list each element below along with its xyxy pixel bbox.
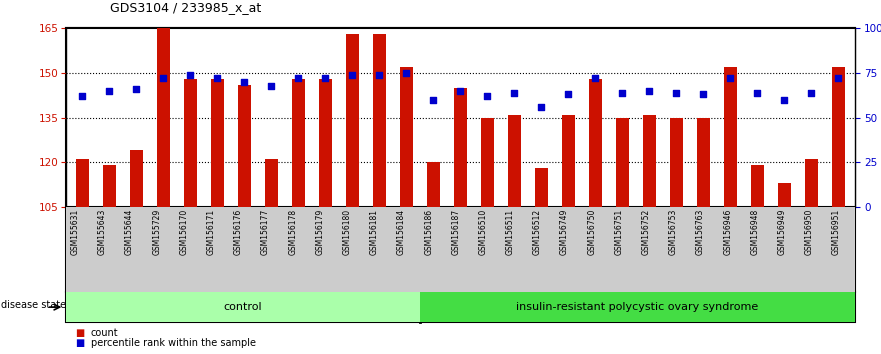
Text: GSM155729: GSM155729: [152, 209, 161, 255]
Bar: [157, 28, 170, 207]
Point: [751, 90, 765, 96]
Text: percentile rank within the sample: percentile rank within the sample: [91, 338, 255, 348]
Bar: [642, 115, 656, 207]
Text: GSM156179: GSM156179: [315, 209, 324, 255]
Point: [237, 79, 251, 85]
Text: GSM156178: GSM156178: [288, 209, 297, 255]
Point: [832, 75, 846, 81]
Bar: [319, 79, 332, 207]
Bar: [66, 28, 855, 322]
Bar: [76, 159, 89, 207]
Text: GSM156510: GSM156510: [478, 209, 487, 255]
Text: GSM156763: GSM156763: [696, 209, 705, 255]
Bar: [751, 165, 764, 207]
Point: [345, 72, 359, 78]
Text: count: count: [91, 328, 118, 338]
Text: control: control: [224, 302, 263, 312]
Text: GSM156948: GSM156948: [751, 209, 759, 255]
Text: ■: ■: [75, 338, 84, 348]
Point: [292, 75, 306, 81]
Point: [156, 75, 170, 81]
Point: [318, 75, 332, 81]
Point: [399, 70, 413, 76]
Bar: [130, 150, 143, 207]
Bar: [804, 159, 818, 207]
Text: GSM156181: GSM156181: [370, 209, 379, 255]
Text: GSM156946: GSM156946: [723, 209, 732, 255]
Text: GSM155644: GSM155644: [125, 209, 134, 255]
Point: [670, 90, 684, 96]
Point: [373, 72, 387, 78]
Bar: [454, 88, 467, 207]
Bar: [589, 79, 602, 207]
Point: [211, 75, 225, 81]
Text: GSM156511: GSM156511: [506, 209, 515, 255]
Text: GSM155643: GSM155643: [98, 209, 107, 255]
Text: GSM155631: GSM155631: [70, 209, 79, 255]
Bar: [832, 67, 845, 207]
Bar: [723, 67, 737, 207]
Text: GSM156512: GSM156512: [533, 209, 542, 255]
Text: GSM156170: GSM156170: [180, 209, 189, 255]
Point: [507, 90, 522, 96]
Point: [426, 97, 440, 103]
Bar: [616, 118, 629, 207]
Text: disease state: disease state: [1, 300, 66, 310]
Point: [804, 90, 818, 96]
Point: [264, 83, 278, 88]
Point: [615, 90, 629, 96]
Bar: [507, 115, 521, 207]
Text: GSM156749: GSM156749: [560, 209, 569, 255]
Point: [75, 93, 89, 99]
Point: [183, 72, 197, 78]
Bar: [211, 79, 224, 207]
Bar: [238, 85, 251, 207]
Point: [696, 92, 710, 97]
Point: [480, 93, 494, 99]
Text: GSM156177: GSM156177: [261, 209, 270, 255]
Bar: [426, 162, 440, 207]
Point: [534, 104, 548, 110]
Text: GDS3104 / 233985_x_at: GDS3104 / 233985_x_at: [110, 1, 262, 14]
Point: [102, 88, 116, 94]
Text: GSM156751: GSM156751: [614, 209, 624, 255]
Bar: [535, 169, 548, 207]
Point: [723, 75, 737, 81]
Bar: [670, 118, 683, 207]
Text: GSM156184: GSM156184: [397, 209, 406, 255]
Text: ■: ■: [75, 328, 84, 338]
Text: GSM156176: GSM156176: [233, 209, 243, 255]
Point: [130, 86, 144, 92]
Bar: [264, 159, 278, 207]
Bar: [561, 115, 575, 207]
Text: GSM156186: GSM156186: [424, 209, 433, 255]
Bar: [183, 79, 197, 207]
Text: GSM156750: GSM156750: [588, 209, 596, 255]
Bar: [400, 67, 413, 207]
Point: [453, 88, 467, 94]
Text: GSM156187: GSM156187: [451, 209, 460, 255]
Bar: [480, 118, 494, 207]
Point: [589, 75, 603, 81]
Text: GSM156949: GSM156949: [778, 209, 787, 255]
Text: GSM156752: GSM156752: [641, 209, 651, 255]
Text: GSM156753: GSM156753: [669, 209, 677, 255]
Bar: [292, 79, 305, 207]
Point: [642, 88, 656, 94]
Text: GSM156180: GSM156180: [343, 209, 352, 255]
Bar: [345, 34, 359, 207]
Text: GSM156950: GSM156950: [804, 209, 814, 255]
Text: insulin-resistant polycystic ovary syndrome: insulin-resistant polycystic ovary syndr…: [516, 302, 759, 312]
Point: [777, 97, 791, 103]
Bar: [697, 118, 710, 207]
Text: GSM156951: GSM156951: [832, 209, 841, 255]
Text: GSM156171: GSM156171: [207, 209, 216, 255]
Point: [561, 92, 575, 97]
Bar: [373, 34, 386, 207]
Bar: [778, 183, 791, 207]
Bar: [102, 165, 116, 207]
